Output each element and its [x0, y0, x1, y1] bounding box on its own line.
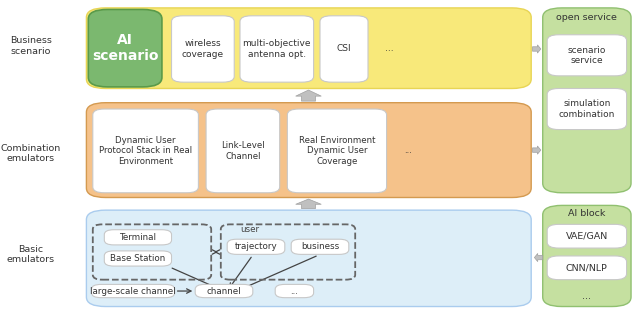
Text: Terminal: Terminal	[120, 233, 156, 242]
FancyBboxPatch shape	[543, 8, 631, 193]
FancyBboxPatch shape	[543, 205, 631, 307]
FancyArrow shape	[296, 90, 321, 101]
FancyBboxPatch shape	[547, 88, 627, 130]
Text: VAE/GAN: VAE/GAN	[566, 232, 608, 241]
FancyArrow shape	[534, 253, 543, 262]
FancyBboxPatch shape	[206, 109, 280, 193]
Text: Base Station: Base Station	[110, 254, 166, 263]
FancyBboxPatch shape	[86, 210, 531, 307]
Text: trajectory: trajectory	[235, 242, 277, 251]
Text: ...: ...	[582, 292, 591, 301]
FancyBboxPatch shape	[172, 16, 234, 82]
FancyBboxPatch shape	[88, 9, 162, 87]
Text: CNN/NLP: CNN/NLP	[566, 263, 608, 272]
Text: multi-objective
antenna opt.: multi-objective antenna opt.	[243, 39, 311, 59]
FancyBboxPatch shape	[320, 16, 368, 82]
Text: wireless
coverage: wireless coverage	[182, 39, 224, 59]
FancyBboxPatch shape	[93, 109, 198, 193]
Text: Business
scenario: Business scenario	[10, 36, 52, 56]
Text: user: user	[240, 225, 259, 234]
Text: scenario
service: scenario service	[568, 46, 606, 65]
Text: AI
scenario: AI scenario	[92, 33, 158, 63]
Text: AI block: AI block	[568, 209, 605, 218]
FancyArrow shape	[532, 146, 541, 154]
Text: Real Environment
Dynamic User
Coverage: Real Environment Dynamic User Coverage	[299, 136, 375, 166]
FancyBboxPatch shape	[104, 230, 172, 245]
FancyBboxPatch shape	[86, 8, 531, 88]
FancyBboxPatch shape	[86, 103, 531, 198]
Text: business: business	[301, 242, 339, 251]
FancyArrow shape	[532, 45, 541, 53]
Text: large-scale channel: large-scale channel	[90, 287, 176, 295]
FancyBboxPatch shape	[227, 239, 285, 254]
Text: ...: ...	[404, 146, 412, 155]
Text: Basic
emulators: Basic emulators	[6, 245, 55, 264]
Text: CSI: CSI	[337, 45, 351, 53]
Text: channel: channel	[207, 287, 241, 295]
Text: Combination
emulators: Combination emulators	[1, 143, 61, 163]
Text: Dynamic User
Protocol Stack in Real
Environment: Dynamic User Protocol Stack in Real Envi…	[99, 136, 192, 166]
Text: Link-Level
Channel: Link-Level Channel	[221, 141, 265, 161]
FancyBboxPatch shape	[547, 35, 627, 76]
Text: open service: open service	[556, 13, 618, 22]
FancyBboxPatch shape	[240, 16, 314, 82]
FancyBboxPatch shape	[547, 256, 627, 280]
FancyBboxPatch shape	[547, 224, 627, 248]
FancyBboxPatch shape	[291, 239, 349, 254]
FancyBboxPatch shape	[287, 109, 387, 193]
Text: ...: ...	[385, 45, 394, 53]
FancyBboxPatch shape	[195, 284, 253, 298]
FancyArrow shape	[296, 199, 321, 209]
FancyBboxPatch shape	[92, 284, 175, 298]
Text: ...: ...	[291, 287, 298, 295]
Text: simulation
combination: simulation combination	[559, 99, 615, 119]
FancyBboxPatch shape	[104, 251, 172, 266]
FancyBboxPatch shape	[275, 284, 314, 298]
